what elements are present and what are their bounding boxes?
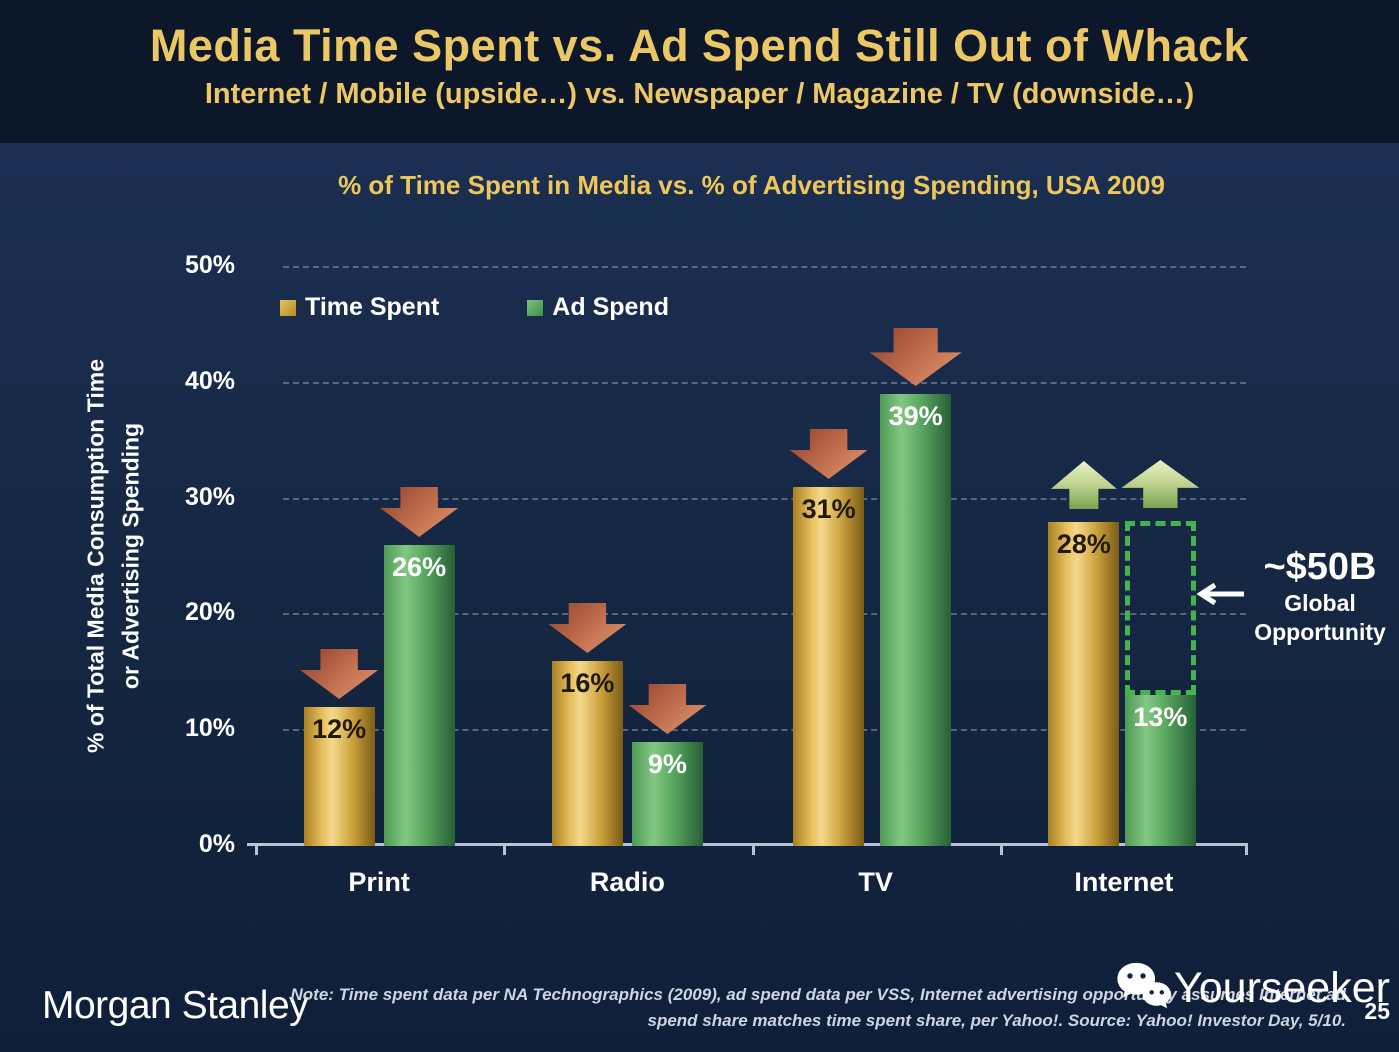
gridline xyxy=(283,266,1246,268)
slide-title: Media Time Spent vs. Ad Spend Still Out … xyxy=(149,20,1250,71)
trend-down-arrow xyxy=(789,429,868,479)
legend-item-ad: Ad Spend xyxy=(527,293,669,322)
legend-label: Time Spent xyxy=(305,293,440,321)
bar-value-label: 13% xyxy=(1133,702,1188,732)
bar-value-label: 28% xyxy=(1056,529,1111,559)
bar-column: 9% xyxy=(628,684,707,846)
bar-group-internet: 28% 13% xyxy=(1000,267,1248,846)
bar-column: 16% xyxy=(548,603,627,846)
x-axis-tick xyxy=(255,846,258,855)
bar-value-label: 16% xyxy=(560,668,615,698)
bar-column: 26% xyxy=(380,487,459,846)
gridline xyxy=(283,381,1246,384)
bar-tv-time: 31% xyxy=(793,487,865,846)
x-axis-tick xyxy=(751,846,755,855)
wechat-icon xyxy=(1117,962,1171,1009)
trend-down-arrow xyxy=(628,684,707,734)
watermark-text: Yourseeker xyxy=(1174,963,1390,1012)
y-tick-label: 20% xyxy=(184,598,235,627)
gridline xyxy=(283,613,1246,616)
bar-radio-time: 16% xyxy=(551,661,623,846)
morgan-stanley-logo: Morgan Stanley xyxy=(42,984,309,1027)
bar-value-label: 12% xyxy=(312,714,367,744)
legend-label: Ad Spend xyxy=(552,293,669,321)
y-tick-label: 30% xyxy=(184,482,235,511)
bar-column: 28% xyxy=(1048,461,1120,846)
legend-swatch-time xyxy=(280,299,296,316)
bar-column: 13% xyxy=(1121,460,1200,846)
bar-tv-ad: 39% xyxy=(880,394,952,846)
trend-down-arrow xyxy=(300,649,379,699)
opportunity-gap-box xyxy=(1124,521,1196,695)
plot-area: Time Spent Ad Spend 0% 10% 20% 30% 40% 50% 12% 2… xyxy=(185,251,1248,897)
gridline xyxy=(283,497,1246,500)
y-axis-title-line1: % of Total Media Consumption Time xyxy=(82,359,109,753)
bar-internet-ad: 13% xyxy=(1124,695,1196,846)
y-tick-label: 10% xyxy=(184,714,235,743)
bar-radio-ad: 9% xyxy=(631,742,703,846)
y-tick-label: 0% xyxy=(198,830,235,858)
source-note-line2: spend share matches time spent share, pe… xyxy=(647,1010,1347,1030)
source-note-line1: Note: Time spent data per NA Technograph… xyxy=(290,985,1347,1004)
bar-column: 31% xyxy=(789,429,868,846)
x-category-label: Print xyxy=(348,867,410,897)
bar-column: 39% xyxy=(869,328,962,846)
y-axis-title: % of Total Media Consumption Time or Adv… xyxy=(79,359,148,753)
y-tick-label: 50% xyxy=(184,251,235,279)
x-axis-tick xyxy=(1245,846,1248,855)
bar-group-tv: 31% 39% xyxy=(752,267,1000,846)
bar-column: 12% xyxy=(300,649,379,846)
opportunity-text: ~$50B Global Opportunity xyxy=(1252,546,1388,647)
opportunity-value: ~$50B xyxy=(1263,546,1377,588)
header-band: Media Time Spent vs. Ad Spend Still Out … xyxy=(0,0,1399,143)
x-category-label: TV xyxy=(858,867,893,897)
legend: Time Spent Ad Spend xyxy=(280,293,669,322)
x-category-label: Radio xyxy=(589,867,665,897)
bar-internet-time: 28% xyxy=(1048,522,1120,846)
trend-up-arrow xyxy=(1121,460,1200,508)
legend-item-time: Time Spent xyxy=(280,293,439,322)
y-tick-label: 40% xyxy=(184,366,235,395)
source-note: Note: Time spent data per NA Technograph… xyxy=(290,982,1347,1033)
trend-down-arrow xyxy=(380,487,459,537)
x-axis-line xyxy=(247,843,1248,846)
legend-swatch-ad xyxy=(527,299,544,316)
gridline xyxy=(283,729,1246,732)
bar-value-label: 9% xyxy=(647,749,687,779)
x-axis-tick xyxy=(503,846,507,855)
slide-subtitle: Internet / Mobile (upside…) vs. Newspape… xyxy=(204,78,1195,110)
bar-group-radio: 16% 9% xyxy=(503,267,751,846)
bar-value-label: 31% xyxy=(801,494,856,524)
bar-value-label: 39% xyxy=(888,401,943,431)
trend-up-arrow xyxy=(1050,461,1117,509)
watermark: Yourseeker xyxy=(1114,960,1390,1016)
bar-print-time: 12% xyxy=(303,707,375,846)
trend-down-arrow xyxy=(869,328,962,386)
opportunity-line1: Global xyxy=(1284,590,1356,616)
page-number: 25 xyxy=(1364,998,1390,1024)
chart-title: % of Time Spent in Media vs. % of Advert… xyxy=(338,170,1165,200)
x-axis-tick xyxy=(999,846,1003,855)
x-category-label: Internet xyxy=(1074,867,1174,897)
trend-down-arrow xyxy=(548,603,627,653)
bar-print-ad: 26% xyxy=(383,545,455,846)
left-arrow-icon xyxy=(1196,582,1244,606)
opportunity-annotation: ~$50B Global Opportunity xyxy=(1196,546,1388,647)
opportunity-line2: Opportunity xyxy=(1254,618,1386,645)
y-axis-title-line2: or Advertising Spending xyxy=(117,422,143,690)
bar-group-print: 12% 26% xyxy=(255,267,503,846)
bar-value-label: 26% xyxy=(392,552,447,582)
